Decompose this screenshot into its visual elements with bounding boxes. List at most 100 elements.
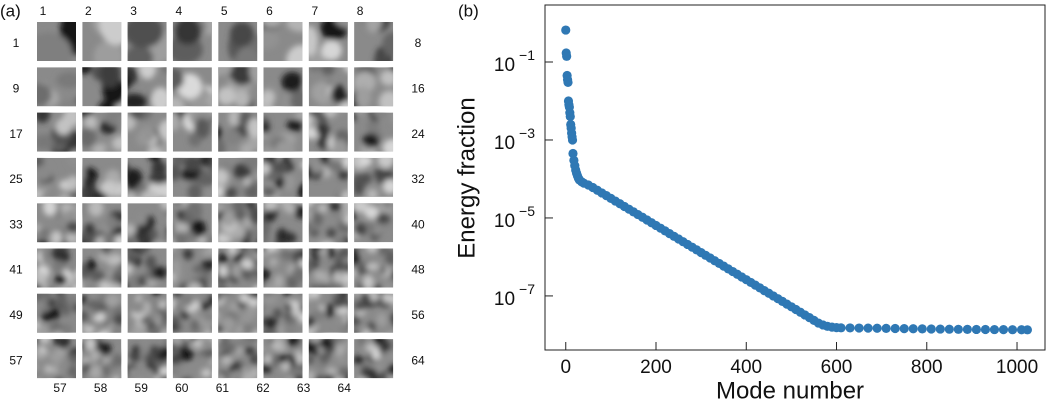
tile-blob: [218, 169, 229, 186]
tile-blob: [292, 250, 303, 264]
tile-blob: [345, 374, 348, 379]
mode-tile: [218, 203, 258, 243]
tile-blob: [243, 346, 255, 355]
tile-blob: [296, 330, 303, 333]
tile-blob: [283, 327, 298, 333]
tile-blob: [68, 294, 76, 306]
tile-blob: [37, 329, 40, 333]
tile-blob: [247, 117, 258, 138]
tile-blob: [48, 308, 61, 320]
y-axis-label: Energy fraction: [453, 97, 480, 258]
tile-pattern: [263, 157, 303, 197]
tile-blob: [221, 316, 236, 332]
tile-blob: [160, 330, 167, 333]
tile-blob: [334, 377, 340, 379]
mode-tile: [127, 203, 167, 243]
tile-blob: [218, 332, 219, 333]
tile-blob: [160, 203, 167, 210]
tile-blob: [263, 293, 274, 296]
data-point: [971, 324, 982, 335]
tile-blob: [218, 186, 225, 197]
tile-blob: [209, 157, 212, 170]
tile-blob: [294, 204, 303, 219]
tile-blob: [82, 112, 93, 119]
tile-blob: [249, 67, 258, 84]
tile-blob: [300, 250, 303, 260]
tile-blob: [204, 186, 212, 197]
tile-blob: [229, 22, 255, 47]
tile-pattern: [218, 339, 258, 379]
tile-blob: [364, 22, 383, 34]
tile-blob: [37, 321, 40, 329]
mode-tile: [172, 203, 212, 243]
tile-blob: [37, 350, 46, 359]
tile-pattern: [308, 339, 348, 379]
tile-blob: [325, 377, 333, 379]
tile-blob: [148, 157, 162, 162]
tile-blob: [240, 142, 254, 152]
tile-blob: [37, 293, 45, 302]
mode-tile: [37, 22, 76, 61]
tile-blob: [82, 203, 88, 217]
tile-pattern: [354, 339, 394, 379]
tile-blob: [296, 352, 303, 365]
mode-tile: [82, 22, 122, 61]
tile-blob: [99, 67, 121, 89]
tile-blob: [233, 163, 251, 180]
tile-pattern: [263, 22, 303, 61]
row-label: 9: [13, 81, 20, 95]
x-tick-label: 400: [730, 357, 762, 378]
tile-blob: [85, 339, 96, 351]
row-label: 25: [9, 172, 23, 186]
tile-blob: [300, 203, 303, 204]
data-point: [562, 51, 572, 61]
mode-tile: [308, 248, 348, 288]
tile-blob: [37, 32, 73, 61]
tile-blob: [377, 157, 394, 169]
data-point: [565, 111, 575, 122]
tile-blob: [286, 22, 303, 32]
tile-blob: [127, 168, 143, 187]
tile-pattern: [127, 339, 167, 379]
tile-blob: [323, 374, 335, 379]
tile-blob: [382, 275, 391, 287]
tile-blob: [28, 332, 36, 341]
tile-blob: [338, 367, 348, 376]
tile-blob: [334, 261, 345, 273]
tile-blob: [172, 248, 175, 251]
tile-blob: [354, 270, 357, 278]
tile-pattern: [128, 293, 167, 333]
tile-blob: [149, 171, 167, 185]
tile-blob: [218, 316, 221, 324]
tile-blob: [354, 293, 363, 296]
tile-blob: [308, 203, 314, 207]
tile-blob: [43, 293, 52, 299]
tile-pattern: [82, 112, 122, 152]
tile-blob: [379, 371, 390, 379]
tile-blob: [317, 203, 328, 213]
tile-blob: [82, 310, 89, 323]
row-label: 32: [411, 172, 425, 186]
tile-blob: [315, 123, 330, 136]
data-point: [845, 323, 855, 333]
tile-blob: [273, 308, 282, 319]
tile-blob: [158, 119, 167, 141]
tile-blob: [225, 128, 241, 145]
tile-blob: [221, 211, 236, 227]
tile-blob: [378, 90, 394, 107]
data-point: [998, 325, 1009, 335]
tile-blob: [100, 342, 112, 356]
tile-pattern: [37, 72, 76, 107]
tile-blob: [127, 22, 164, 48]
tile-blob: [308, 25, 319, 57]
tile-blob: [158, 366, 167, 376]
tile-pattern: [127, 157, 167, 197]
tile-pattern: [37, 203, 76, 243]
tile-pattern: [218, 112, 258, 152]
tile-blob: [106, 215, 118, 231]
tile-blob: [270, 328, 279, 333]
tile-pattern: [82, 339, 122, 379]
tile-blob: [66, 220, 76, 234]
tile-blob: [187, 182, 203, 197]
tile-blob: [311, 293, 320, 299]
